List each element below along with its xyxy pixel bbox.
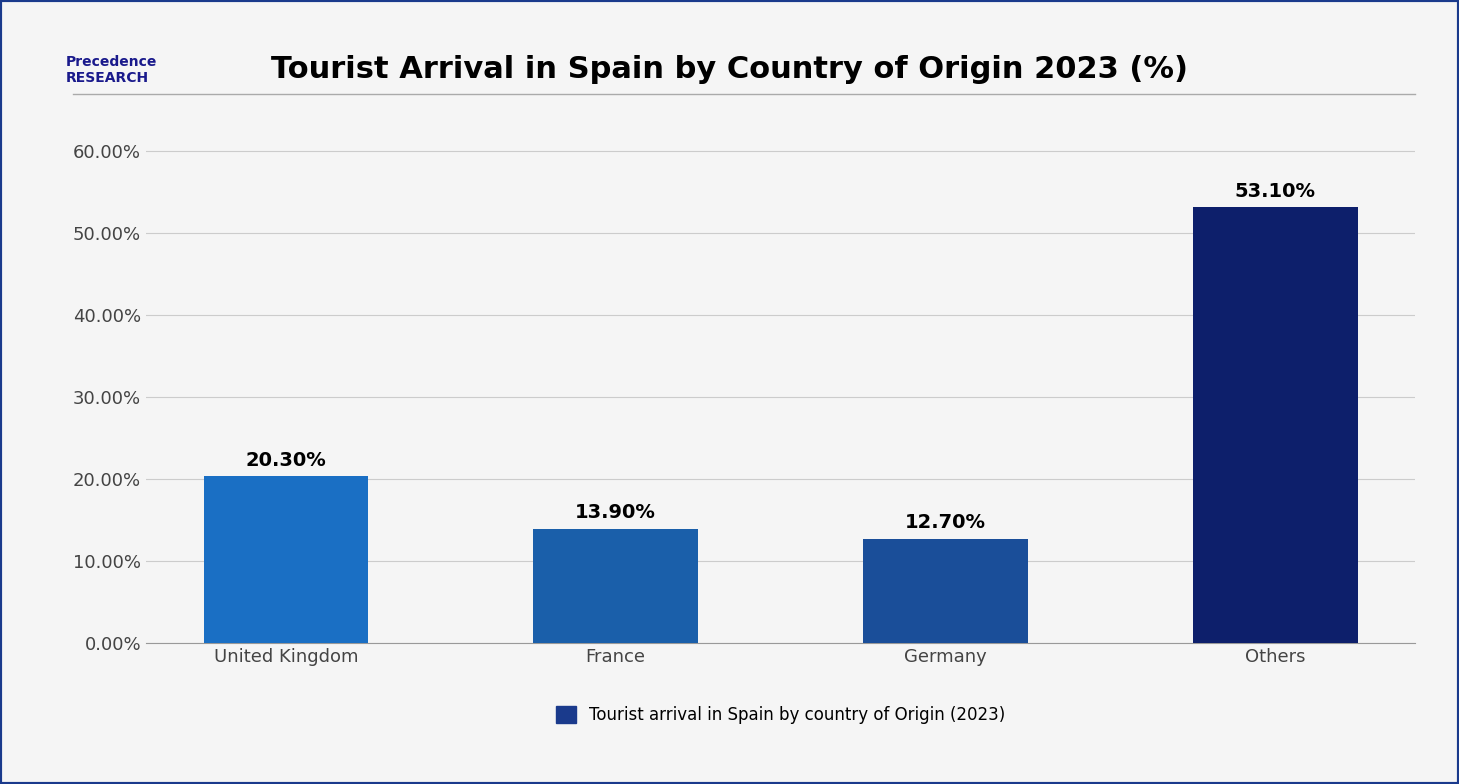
Bar	[534, 529, 699, 643]
Text: 53.10%: 53.10%	[1234, 182, 1316, 201]
Text: Tourist Arrival in Spain by Country of Origin 2023 (%): Tourist Arrival in Spain by Country of O…	[271, 55, 1188, 84]
Bar	[862, 539, 1027, 643]
Text: 20.30%: 20.30%	[245, 451, 327, 470]
Bar	[204, 477, 369, 643]
Text: Precedence
RESEARCH: Precedence RESEARCH	[66, 55, 158, 85]
Text: 13.90%: 13.90%	[575, 503, 657, 522]
Bar	[1192, 207, 1357, 643]
Legend: Tourist arrival in Spain by country of Origin (2023): Tourist arrival in Spain by country of O…	[549, 699, 1013, 731]
Text: 12.70%: 12.70%	[905, 514, 986, 532]
